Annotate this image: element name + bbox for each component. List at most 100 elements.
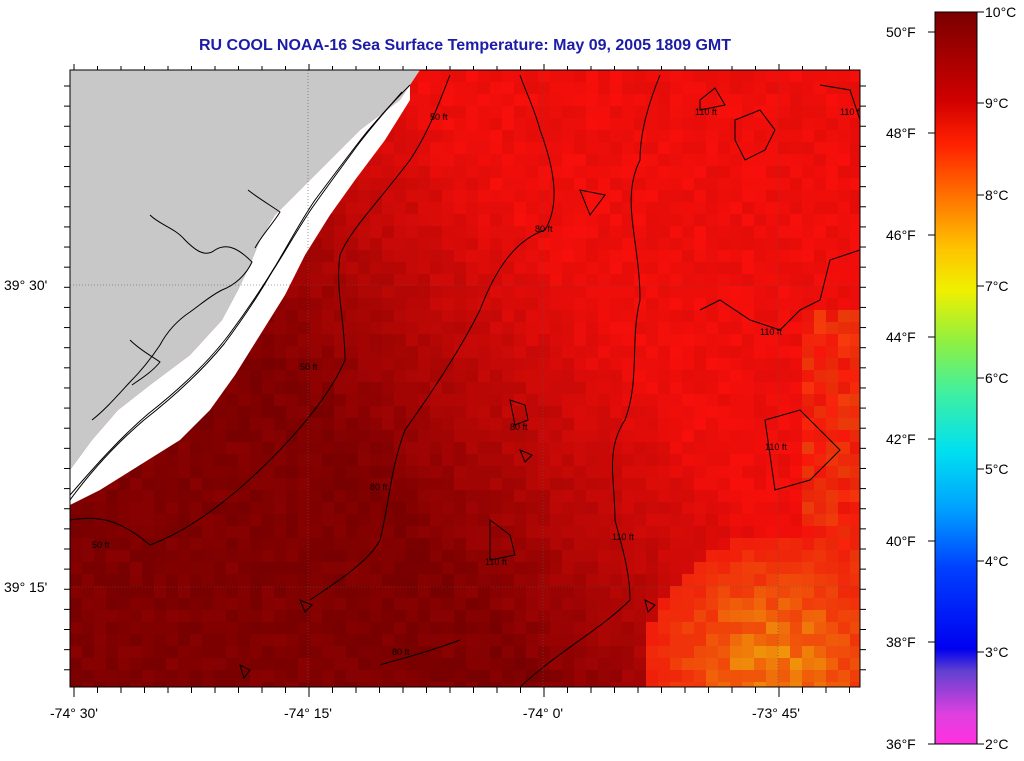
sst-cell bbox=[562, 358, 574, 370]
sst-cell bbox=[322, 418, 334, 430]
sst-cell bbox=[430, 310, 442, 322]
sst-cell bbox=[754, 178, 766, 190]
sst-cell bbox=[718, 70, 730, 82]
sst-cell bbox=[778, 82, 790, 94]
sst-cell bbox=[766, 346, 778, 358]
sst-cell bbox=[730, 190, 742, 202]
sst-cell bbox=[634, 262, 646, 274]
sst-cell bbox=[178, 538, 190, 550]
axis-ticks bbox=[64, 64, 866, 697]
sst-cell bbox=[430, 586, 442, 598]
sst-cell bbox=[658, 406, 670, 418]
sst-cell bbox=[838, 502, 850, 514]
sst-cell bbox=[622, 454, 634, 466]
sst-cell bbox=[610, 382, 622, 394]
sst-cell bbox=[502, 274, 514, 286]
sst-cell bbox=[490, 358, 502, 370]
sst-cell bbox=[538, 610, 550, 622]
sst-cell bbox=[322, 358, 334, 370]
sst-cell bbox=[370, 358, 382, 370]
sst-cell bbox=[214, 562, 226, 574]
sst-cell bbox=[694, 634, 706, 646]
sst-cell bbox=[754, 154, 766, 166]
sst-cell bbox=[490, 382, 502, 394]
sst-cell bbox=[322, 550, 334, 562]
sst-cell bbox=[598, 538, 610, 550]
sst-cell bbox=[598, 166, 610, 178]
sst-cell bbox=[238, 514, 250, 526]
sst-cell bbox=[718, 214, 730, 226]
sst-cell bbox=[478, 226, 490, 238]
sst-cell bbox=[514, 610, 526, 622]
sst-cell bbox=[490, 226, 502, 238]
sst-cell bbox=[442, 490, 454, 502]
sst-cell bbox=[358, 646, 370, 658]
sst-cell bbox=[610, 262, 622, 274]
sst-cell bbox=[466, 178, 478, 190]
sst-cell bbox=[646, 106, 658, 118]
colorbar-celsius-label: 6°C bbox=[985, 370, 1009, 386]
sst-cell bbox=[790, 670, 802, 682]
sst-cell bbox=[778, 166, 790, 178]
sst-cell bbox=[94, 526, 106, 538]
sst-cell bbox=[322, 670, 334, 682]
sst-cell bbox=[262, 670, 274, 682]
sst-cell bbox=[730, 562, 742, 574]
sst-cell bbox=[394, 430, 406, 442]
sst-cell bbox=[154, 658, 166, 670]
sst-cell bbox=[442, 154, 454, 166]
sst-cell bbox=[538, 70, 550, 82]
sst-cell bbox=[622, 490, 634, 502]
sst-cell bbox=[838, 298, 850, 310]
sst-cell bbox=[574, 358, 586, 370]
sst-cell bbox=[322, 394, 334, 406]
sst-cell bbox=[550, 610, 562, 622]
sst-cell bbox=[550, 190, 562, 202]
sst-cell bbox=[190, 658, 202, 670]
sst-cell bbox=[610, 598, 622, 610]
sst-cell bbox=[802, 442, 814, 454]
sst-cell bbox=[514, 502, 526, 514]
sst-cell bbox=[838, 634, 850, 646]
sst-cell bbox=[310, 454, 322, 466]
sst-cell bbox=[358, 406, 370, 418]
sst-cell bbox=[250, 538, 262, 550]
sst-cell bbox=[730, 406, 742, 418]
sst-cell bbox=[670, 526, 682, 538]
sst-cell bbox=[478, 670, 490, 682]
sst-cell bbox=[670, 310, 682, 322]
sst-cell bbox=[634, 658, 646, 670]
sst-cell bbox=[406, 190, 418, 202]
sst-cell bbox=[298, 670, 310, 682]
sst-cell bbox=[826, 526, 838, 538]
sst-cell bbox=[442, 322, 454, 334]
sst-cell bbox=[358, 634, 370, 646]
sst-cell bbox=[610, 226, 622, 238]
sst-cell bbox=[622, 106, 634, 118]
sst-cell bbox=[286, 550, 298, 562]
sst-cell bbox=[502, 622, 514, 634]
sst-cell bbox=[742, 250, 754, 262]
sst-cell bbox=[694, 130, 706, 142]
sst-cell bbox=[346, 562, 358, 574]
sst-cell bbox=[466, 70, 478, 82]
sst-cell bbox=[814, 346, 826, 358]
sst-cell bbox=[562, 322, 574, 334]
sst-cell bbox=[262, 394, 274, 406]
sst-cell bbox=[442, 226, 454, 238]
sst-cell bbox=[646, 478, 658, 490]
sst-cell bbox=[466, 502, 478, 514]
sst-cell bbox=[574, 406, 586, 418]
sst-cell bbox=[334, 406, 346, 418]
sst-cell bbox=[538, 490, 550, 502]
sst-cell bbox=[394, 322, 406, 334]
sst-cell bbox=[658, 382, 670, 394]
sst-cell bbox=[430, 430, 442, 442]
sst-cell bbox=[310, 406, 322, 418]
sst-cell bbox=[358, 562, 370, 574]
sst-cell bbox=[586, 82, 598, 94]
sst-cell bbox=[274, 406, 286, 418]
sst-cell bbox=[586, 358, 598, 370]
sst-cell bbox=[478, 658, 490, 670]
sst-cell bbox=[70, 634, 82, 646]
